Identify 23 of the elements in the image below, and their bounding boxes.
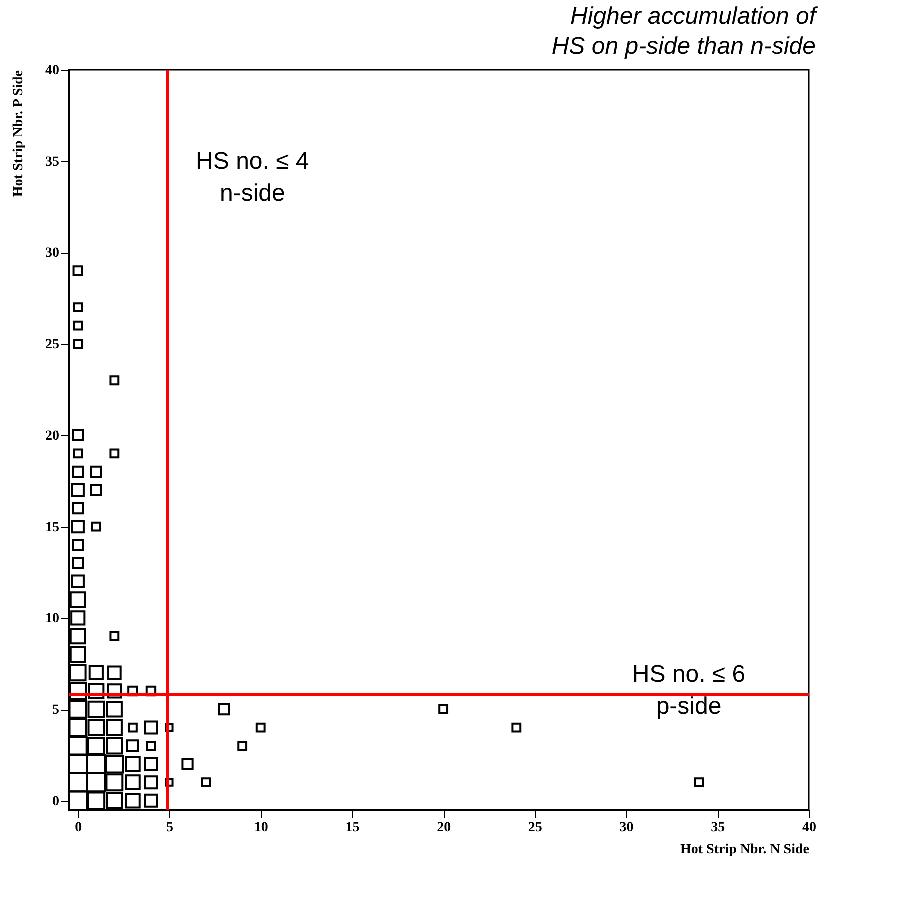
y-tick-label: 0 (52, 794, 60, 810)
y-axis-title: Hot Strip Nbr. P Side (12, 70, 26, 198)
x-axis-title: Hot Strip Nbr. N Side (680, 842, 810, 858)
x-tick-label: 10 (254, 820, 268, 836)
x-tick-label: 0 (75, 820, 82, 836)
y-tick-label: 35 (46, 154, 60, 170)
x-tick-label: 25 (528, 820, 542, 836)
y-tick-label: 10 (46, 612, 60, 627)
ref-line-label: HS no. ≤ 6 p-side (632, 660, 746, 720)
ref-line-label: HS no. ≤ 4 n-side (196, 148, 310, 207)
y-tick-label: 20 (46, 428, 60, 444)
x-tick-label: 20 (437, 820, 452, 836)
y-tick-label: 5 (52, 703, 60, 718)
y-tick-label: 40 (46, 64, 60, 78)
x-tick-label: 40 (802, 820, 816, 836)
x-tick-label: 35 (711, 820, 726, 836)
y-tick-label: 15 (46, 520, 60, 536)
y-tick-label: 30 (46, 246, 60, 262)
chart-title: Higher accumulation of HS on p-side than n-side (552, 3, 818, 60)
x-tick-label: 5 (166, 820, 174, 836)
x-tick-label: 15 (346, 820, 360, 836)
x-tick-label: 30 (620, 820, 634, 836)
y-tick-label: 25 (46, 338, 60, 353)
